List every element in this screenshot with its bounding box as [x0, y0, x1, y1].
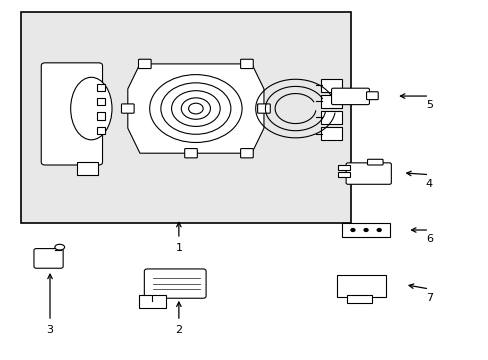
Circle shape [188, 103, 203, 114]
Text: 4: 4 [425, 179, 432, 189]
Circle shape [376, 229, 380, 231]
FancyBboxPatch shape [337, 165, 349, 170]
FancyBboxPatch shape [138, 59, 151, 68]
FancyBboxPatch shape [366, 92, 377, 100]
FancyBboxPatch shape [342, 223, 389, 237]
Text: 6: 6 [425, 234, 432, 244]
FancyBboxPatch shape [321, 95, 341, 108]
FancyBboxPatch shape [240, 59, 253, 68]
FancyBboxPatch shape [41, 63, 102, 165]
Text: 7: 7 [425, 293, 432, 303]
FancyBboxPatch shape [97, 112, 105, 120]
FancyBboxPatch shape [257, 104, 270, 113]
FancyBboxPatch shape [331, 88, 369, 105]
FancyBboxPatch shape [97, 127, 105, 134]
FancyBboxPatch shape [77, 162, 98, 175]
Ellipse shape [55, 244, 64, 250]
FancyBboxPatch shape [321, 111, 341, 124]
FancyBboxPatch shape [184, 149, 197, 158]
FancyBboxPatch shape [139, 296, 166, 307]
FancyBboxPatch shape [321, 127, 341, 140]
FancyBboxPatch shape [97, 98, 105, 105]
FancyBboxPatch shape [346, 163, 390, 184]
FancyBboxPatch shape [240, 149, 253, 158]
FancyBboxPatch shape [346, 295, 372, 303]
Polygon shape [127, 64, 264, 153]
Circle shape [364, 229, 367, 231]
Text: 5: 5 [425, 100, 432, 110]
FancyBboxPatch shape [321, 79, 341, 92]
Text: 3: 3 [46, 325, 53, 336]
Circle shape [350, 229, 354, 231]
Text: 1: 1 [175, 243, 182, 253]
FancyBboxPatch shape [337, 275, 385, 297]
FancyBboxPatch shape [97, 84, 105, 91]
FancyBboxPatch shape [21, 12, 351, 223]
FancyBboxPatch shape [34, 249, 63, 268]
Text: 2: 2 [175, 325, 182, 336]
Ellipse shape [71, 77, 112, 140]
FancyBboxPatch shape [121, 104, 134, 113]
FancyBboxPatch shape [367, 159, 382, 165]
FancyBboxPatch shape [144, 269, 205, 298]
FancyBboxPatch shape [337, 172, 349, 177]
